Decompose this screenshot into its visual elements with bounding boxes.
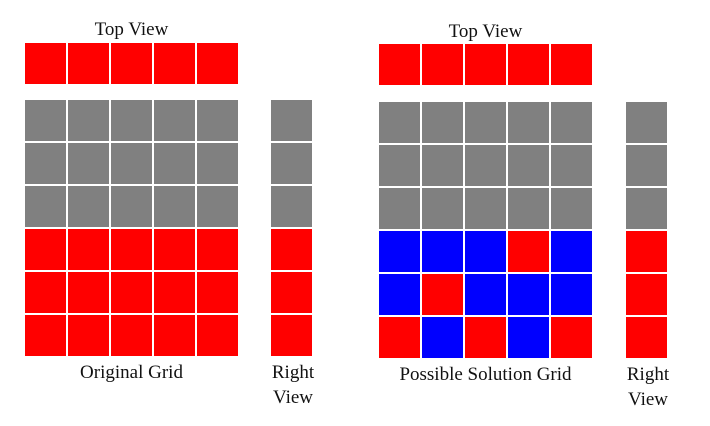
left-right-view-cell-red bbox=[271, 272, 312, 313]
left-grid-cell-red bbox=[154, 315, 195, 356]
left-grid-cell-gray bbox=[25, 186, 66, 227]
right-top-view-cell-red bbox=[422, 44, 463, 85]
solution-grid-cell-blue bbox=[508, 274, 549, 315]
right-right-view-cell-red bbox=[626, 274, 667, 315]
solution-grid-cell-red bbox=[508, 231, 549, 272]
right-right-view-cell-red bbox=[626, 317, 667, 358]
left-grid-cell-gray bbox=[197, 186, 238, 227]
left-grid-cell-red bbox=[197, 229, 238, 270]
left-top-view-cell-red bbox=[197, 43, 238, 84]
left-right-view-cell-gray bbox=[271, 100, 312, 141]
solution-grid-cell-blue bbox=[422, 317, 463, 358]
left-grid-cell-red bbox=[197, 315, 238, 356]
left-top-view-cell-red bbox=[154, 43, 195, 84]
left-grid-cell-red bbox=[111, 272, 152, 313]
solution-grid-cell-gray bbox=[465, 102, 506, 143]
right-top-view-cell-red bbox=[551, 44, 592, 85]
solution-grid-cell-red bbox=[422, 274, 463, 315]
right-top-view-cell-red bbox=[508, 44, 549, 85]
solution-grid-cell-blue bbox=[379, 231, 420, 272]
solution-grid-cell-gray bbox=[508, 145, 549, 186]
solution-grid-cell-gray bbox=[422, 145, 463, 186]
left-right-view-strip bbox=[271, 100, 314, 356]
solution-grid-label: Possible Solution Grid bbox=[399, 364, 572, 385]
left-grid-cell-gray bbox=[111, 143, 152, 184]
solution-grid-cell-blue bbox=[551, 231, 592, 272]
left-grid-cell-red bbox=[68, 229, 109, 270]
right-right-view-label-line1: Right bbox=[626, 364, 670, 385]
left-grid-cell-gray bbox=[25, 143, 66, 184]
left-right-view-label-line1: Right bbox=[271, 362, 315, 383]
left-original-grid bbox=[25, 100, 238, 356]
solution-grid-cell-gray bbox=[422, 102, 463, 143]
left-grid-cell-gray bbox=[68, 186, 109, 227]
left-grid-cell-red bbox=[154, 272, 195, 313]
right-right-view-strip bbox=[626, 102, 669, 358]
left-top-view-label: Top View bbox=[94, 19, 169, 40]
solution-grid-cell-blue bbox=[379, 274, 420, 315]
left-top-view-cell-red bbox=[111, 43, 152, 84]
left-grid-cell-gray bbox=[197, 100, 238, 141]
solution-grid-cell-gray bbox=[379, 188, 420, 229]
left-right-view-cell-red bbox=[271, 229, 312, 270]
solution-grid-cell-gray bbox=[551, 102, 592, 143]
left-right-view-cell-red bbox=[271, 315, 312, 356]
left-grid-cell-gray bbox=[154, 100, 195, 141]
left-grid-cell-red bbox=[111, 229, 152, 270]
right-top-view-cell-red bbox=[465, 44, 506, 85]
left-grid-cell-gray bbox=[68, 143, 109, 184]
left-grid-cell-red bbox=[68, 272, 109, 313]
left-grid-cell-red bbox=[197, 272, 238, 313]
solution-grid-cell-gray bbox=[508, 188, 549, 229]
left-right-view-label-line2: View bbox=[272, 387, 313, 408]
solution-grid-cell-gray bbox=[551, 188, 592, 229]
solution-grid-cell-gray bbox=[379, 145, 420, 186]
left-grid-cell-red bbox=[25, 315, 66, 356]
solution-grid-cell-blue bbox=[465, 231, 506, 272]
right-top-view-label: Top View bbox=[448, 21, 523, 42]
right-right-view-cell-gray bbox=[626, 102, 667, 143]
left-grid-cell-gray bbox=[68, 100, 109, 141]
right-top-view-strip bbox=[379, 44, 592, 85]
left-right-view-cell-gray bbox=[271, 143, 312, 184]
right-top-view-cell-red bbox=[379, 44, 420, 85]
left-grid-cell-gray bbox=[154, 186, 195, 227]
solution-grid-cell-red bbox=[551, 317, 592, 358]
solution-grid-cell-gray bbox=[379, 102, 420, 143]
right-right-view-cell-red bbox=[626, 231, 667, 272]
left-grid-cell-red bbox=[25, 272, 66, 313]
left-grid-cell-red bbox=[68, 315, 109, 356]
solution-grid-cell-gray bbox=[551, 145, 592, 186]
left-top-view-strip bbox=[25, 43, 238, 84]
left-grid-label: Original Grid bbox=[80, 362, 183, 383]
solution-grid-cell-gray bbox=[422, 188, 463, 229]
left-top-view-cell-red bbox=[68, 43, 109, 84]
left-grid-cell-red bbox=[25, 229, 66, 270]
solution-grid-cell-blue bbox=[551, 274, 592, 315]
left-grid-cell-gray bbox=[111, 100, 152, 141]
solution-grid-cell-red bbox=[465, 317, 506, 358]
solution-grid-cell-red bbox=[379, 317, 420, 358]
left-grid-cell-gray bbox=[197, 143, 238, 184]
left-grid-cell-gray bbox=[111, 186, 152, 227]
solution-grid-cell-gray bbox=[465, 145, 506, 186]
left-grid-cell-red bbox=[154, 229, 195, 270]
right-right-view-cell-gray bbox=[626, 188, 667, 229]
solution-grid-cell-blue bbox=[465, 274, 506, 315]
solution-grid-cell-blue bbox=[508, 317, 549, 358]
left-grid-cell-gray bbox=[25, 100, 66, 141]
left-grid-cell-gray bbox=[154, 143, 195, 184]
solution-grid-cell-gray bbox=[465, 188, 506, 229]
left-right-view-cell-gray bbox=[271, 186, 312, 227]
left-grid-cell-red bbox=[111, 315, 152, 356]
right-right-view-label-line2: View bbox=[627, 389, 668, 410]
solution-grid-cell-gray bbox=[508, 102, 549, 143]
right-right-view-cell-gray bbox=[626, 145, 667, 186]
left-top-view-cell-red bbox=[25, 43, 66, 84]
solution-grid bbox=[379, 102, 592, 358]
solution-grid-cell-blue bbox=[422, 231, 463, 272]
